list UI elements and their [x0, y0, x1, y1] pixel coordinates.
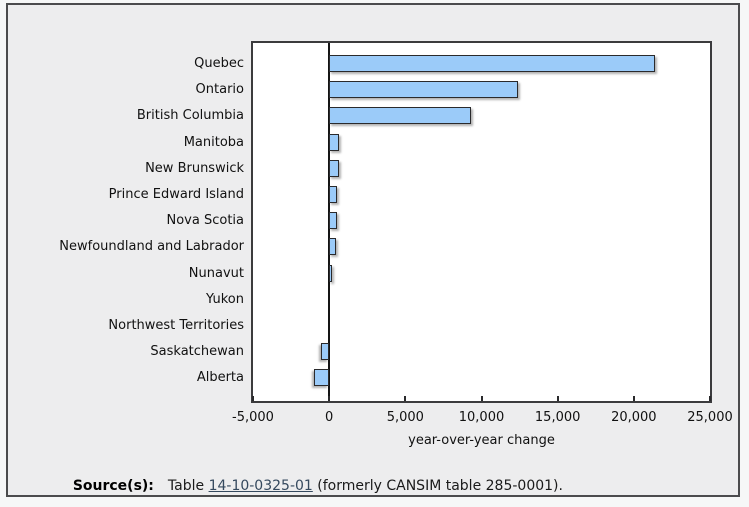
- bar-quebec: [329, 55, 656, 72]
- bar-manitoba: [329, 133, 339, 151]
- category-label-nova-scotia: Nova Scotia: [166, 213, 245, 229]
- plot-area: [251, 41, 712, 403]
- source-text-after: (formerly CANSIM table 285-0001).: [312, 478, 563, 494]
- category-axis-labels: Quebec Ontario British Columbia Manitoba New…: [8, 41, 251, 403]
- category-label-yukon: Yukon: [206, 291, 244, 307]
- category-label-northwest-territories: Northwest Territories: [108, 318, 244, 333]
- bar-prince-edward-island: [329, 186, 337, 203]
- category-label-newfoundland-and-labrador: Newfoundland and Labrador: [59, 239, 244, 255]
- category-label-alberta: Alberta: [196, 370, 244, 386]
- bar-nunavut: [329, 264, 332, 282]
- category-label-manitoba: Manitoba: [183, 134, 244, 150]
- category-label-ontario: Ontario: [195, 82, 244, 98]
- category-label-nunavut: Nunavut: [188, 265, 244, 281]
- x-tick-15000: [556, 396, 559, 401]
- x-tick-25000: [709, 396, 711, 401]
- category-label-british-columbia: British Columbia: [136, 108, 244, 124]
- x-tick-10000: [480, 396, 483, 401]
- category-label-saskatchewan: Saskatchewan: [150, 344, 244, 360]
- x-tick--5000: [252, 396, 254, 401]
- bar-saskatchewan: [320, 343, 330, 361]
- source-label: Source(s):: [72, 478, 154, 494]
- source-note: Source(s): Table 14-10-0325-01 (formerly …: [55, 462, 563, 507]
- x-tick-0: [328, 396, 331, 401]
- bar-new-brunswick: [329, 159, 339, 177]
- x-tick-label-25000: 25,000: [687, 410, 733, 425]
- bar-alberta: [313, 369, 330, 387]
- bar-british-columbia: [329, 107, 471, 125]
- bar-nova-scotia: [329, 212, 337, 230]
- x-tick-label-5000: 5,000: [386, 410, 424, 425]
- x-tick-label-20000: 20,000: [611, 410, 657, 425]
- x-tick-label-0: 0: [325, 410, 334, 425]
- x-tick-5000: [404, 396, 407, 401]
- x-tick-label-15000: 15,000: [534, 410, 581, 425]
- category-label-quebec: Quebec: [194, 56, 244, 71]
- x-tick-20000: [632, 396, 635, 401]
- bar-ontario: [329, 81, 519, 99]
- bar-newfoundland-and-labrador: [329, 238, 336, 256]
- category-label-new-brunswick: New Brunswick: [145, 160, 244, 176]
- category-label-prince-edward-island: Prince Edward Island: [108, 187, 244, 202]
- chart-frame: Quebec Ontario British Columbia Manitoba New…: [6, 3, 740, 497]
- x-tick-label-10000: 10,000: [458, 410, 505, 425]
- x-tick-label--5000: -5,000: [232, 410, 274, 425]
- source-text-before: Table: [167, 478, 209, 494]
- table-link[interactable]: 14-10-0325-01: [208, 478, 313, 494]
- x-axis-title: year-over-year change: [408, 433, 555, 448]
